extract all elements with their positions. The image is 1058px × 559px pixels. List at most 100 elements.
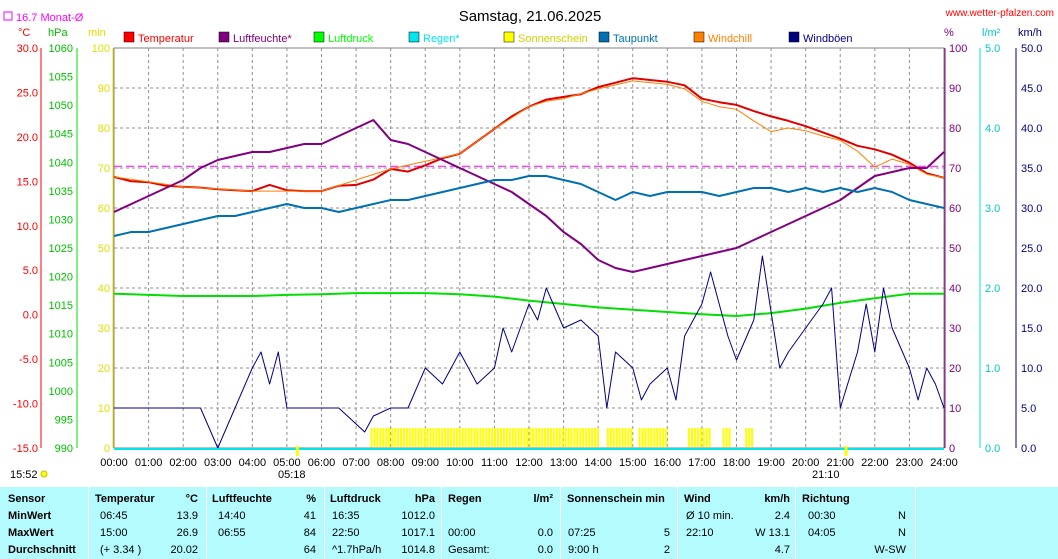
sunshine-bar bbox=[397, 428, 400, 447]
stats-pressure-value: 1012.0 bbox=[401, 510, 435, 522]
sunshine-bar bbox=[405, 428, 408, 447]
percent-tick-label: 30 bbox=[949, 323, 961, 335]
sunshine-bar bbox=[449, 428, 452, 447]
x-tick-label: 11:00 bbox=[481, 457, 508, 469]
sunshine-bar bbox=[644, 428, 647, 447]
x-tick-label: 23:00 bbox=[896, 457, 924, 469]
stats-temp-time: 06:45 bbox=[100, 510, 128, 522]
sunshine-bar bbox=[497, 428, 500, 447]
sunshine-bar bbox=[541, 428, 544, 447]
legend-swatch bbox=[218, 31, 230, 43]
percent-tick-label: 80 bbox=[949, 123, 961, 135]
sunshine-bar bbox=[488, 428, 491, 447]
stats-divider bbox=[324, 487, 325, 559]
sunshine-bar bbox=[526, 428, 529, 447]
stats-sun-time: 07:25 bbox=[568, 527, 596, 539]
minutes-tick-label: 20 bbox=[98, 363, 110, 375]
sunshine-bar bbox=[558, 428, 561, 447]
monthly-avg-label: 16.7 Monat-Ø bbox=[16, 12, 84, 24]
sunshine-bar bbox=[379, 428, 382, 447]
stats-direction-value: N bbox=[898, 527, 906, 539]
sunshine-bar bbox=[659, 428, 662, 447]
x-tick-label: 09:00 bbox=[411, 457, 439, 469]
sunshine-bar bbox=[391, 428, 394, 447]
percent-tick-label: 0 bbox=[949, 443, 955, 455]
legend-swatch bbox=[408, 31, 420, 43]
legend-label: Taupunkt bbox=[613, 33, 658, 45]
legend-swatch bbox=[123, 31, 135, 43]
percent-unit: % bbox=[944, 27, 954, 39]
stats-humidity-value: 64 bbox=[303, 544, 316, 556]
stats-pressure-time: 16:35 bbox=[332, 510, 360, 522]
sunshine-bar bbox=[573, 428, 576, 447]
x-tick-label: 12:00 bbox=[515, 457, 543, 469]
sunshine-bar bbox=[432, 428, 435, 447]
percent-tick-label: 50 bbox=[949, 243, 961, 255]
sunshine-bar bbox=[564, 428, 567, 447]
stats-header-luftdruck: Luftdruck bbox=[330, 493, 381, 505]
minutes-tick-label: 70 bbox=[98, 163, 110, 175]
minutes-unit: min bbox=[88, 27, 106, 39]
stats-header-sonne: Sonnenschein min bbox=[567, 493, 665, 505]
minutes-tick-label: 0 bbox=[104, 443, 110, 455]
minutes-tick-label: 40 bbox=[98, 283, 110, 295]
pressure-tick-label: 1050 bbox=[49, 100, 73, 112]
wind-tick-label: 0.0 bbox=[1021, 443, 1036, 455]
sunshine-bar bbox=[549, 428, 552, 447]
stats-temp-time: 15:00 bbox=[100, 527, 128, 539]
sunshine-bar bbox=[627, 428, 630, 447]
legend-label: Windchill bbox=[708, 33, 752, 45]
sunshine-bar bbox=[615, 428, 618, 447]
pressure-tick-label: 1020 bbox=[49, 272, 73, 284]
sunshine-bar bbox=[630, 428, 633, 447]
stats-temp-time: (+ 3.34 ) bbox=[100, 544, 142, 556]
pressure-tick-label: 1040 bbox=[49, 157, 73, 169]
temp-tick-label: -10.0 bbox=[13, 399, 38, 411]
sunshine-bar bbox=[532, 428, 535, 447]
legend-label: Regen* bbox=[423, 33, 460, 45]
rain-tick-label: 2.0 bbox=[985, 283, 1000, 295]
sunshine-bar bbox=[494, 428, 497, 447]
pressure-tick-label: 1010 bbox=[49, 329, 73, 341]
percent-tick-label: 100 bbox=[949, 43, 967, 55]
stats-divider bbox=[560, 487, 561, 559]
legend-label: Sonnenschein bbox=[518, 33, 588, 45]
legend-swatch bbox=[598, 31, 610, 43]
minutes-tick-label: 30 bbox=[98, 323, 110, 335]
x-tick-label: 07:00 bbox=[342, 457, 370, 469]
sunshine-bar bbox=[546, 428, 549, 447]
x-tick-label: 18:00 bbox=[723, 457, 751, 469]
legend-swatch bbox=[693, 31, 705, 43]
stats-header-wind-unit: km/h bbox=[764, 493, 790, 505]
x-tick-label: 16:00 bbox=[654, 457, 682, 469]
temp-tick-label: 20.0 bbox=[17, 132, 38, 144]
stats-header-richtung: Richtung bbox=[802, 493, 850, 505]
sunshine-bar bbox=[447, 428, 450, 447]
sunshine-bar bbox=[591, 428, 594, 447]
legend-swatch bbox=[313, 31, 325, 43]
sunshine-bar bbox=[385, 428, 388, 447]
sunshine-bar bbox=[696, 428, 699, 447]
sunset-label: 21:10 bbox=[812, 469, 840, 481]
stats-sun-time: 9:00 h bbox=[568, 544, 599, 556]
legend-swatch bbox=[788, 31, 800, 43]
stats-temp-value: 26.9 bbox=[176, 527, 198, 539]
x-tick-label: 13:00 bbox=[550, 457, 578, 469]
stats-direction-value: W-SW bbox=[874, 544, 906, 556]
sunshine-bar bbox=[567, 428, 570, 447]
sunshine-bar bbox=[420, 428, 423, 447]
legend-label: Luftdruck bbox=[328, 33, 374, 45]
sunshine-bar bbox=[388, 428, 391, 447]
stats-rain-value: 0.0 bbox=[537, 527, 553, 539]
sunshine-bar bbox=[722, 428, 725, 447]
stats-pressure-time: 22:50 bbox=[332, 527, 360, 539]
x-tick-label: 08:00 bbox=[377, 457, 405, 469]
x-tick-label: 06:00 bbox=[308, 457, 336, 469]
x-tick-label: 03:00 bbox=[204, 457, 232, 469]
stats-pressure-value: 1017.1 bbox=[401, 527, 435, 539]
sunshine-bar bbox=[665, 428, 668, 447]
pressure-tick-label: 995 bbox=[55, 414, 73, 426]
temp-tick-label: 5.0 bbox=[23, 265, 38, 277]
stats-wind-value: 4.7 bbox=[774, 544, 790, 556]
minutes-tick-label: 50 bbox=[98, 243, 110, 255]
